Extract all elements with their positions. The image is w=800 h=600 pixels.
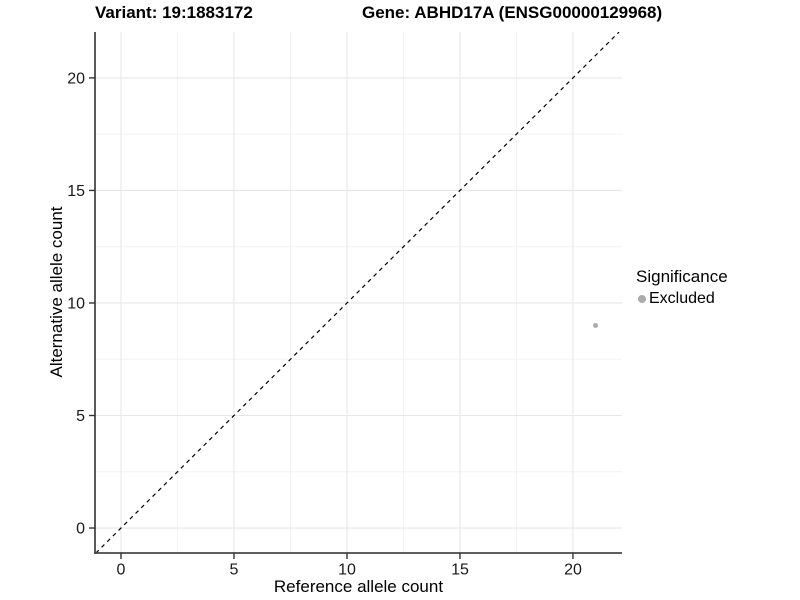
legend-point-icon <box>638 295 646 303</box>
x-tick-label: 0 <box>117 562 126 579</box>
data-point <box>593 322 599 328</box>
tick-labels: 0 5 10 15 20 0 5 10 15 20 <box>67 70 582 578</box>
y-tick-label: 0 <box>76 521 85 538</box>
legend-item-label: Excluded <box>649 290 715 307</box>
x-tick-label: 15 <box>451 562 469 579</box>
legend-item: Excluded <box>634 288 728 310</box>
axis-ticks <box>89 77 574 559</box>
legend: Significance Excluded <box>634 266 728 310</box>
x-axis-title: Reference allele count <box>273 577 444 596</box>
y-tick-label: 10 <box>67 295 85 312</box>
plot-title-variant: Variant: 19:1883172 <box>95 3 253 22</box>
x-tick-label: 5 <box>230 562 239 579</box>
x-tick-label: 10 <box>338 562 356 579</box>
x-tick-label: 20 <box>564 562 582 579</box>
y-tick-label: 5 <box>76 408 85 425</box>
axis-lines <box>94 32 622 554</box>
y-tick-label: 15 <box>67 183 85 200</box>
legend-title: Significance <box>636 267 728 286</box>
data-points <box>593 322 599 328</box>
gridlines-minor <box>95 32 622 553</box>
plot-title-gene: Gene: ABHD17A (ENSG00000129968) <box>362 3 663 22</box>
y-axis-title: Alternative allele count <box>47 206 66 378</box>
gridlines-major <box>95 32 622 553</box>
y-tick-label: 20 <box>67 70 85 87</box>
identity-line <box>95 32 620 553</box>
